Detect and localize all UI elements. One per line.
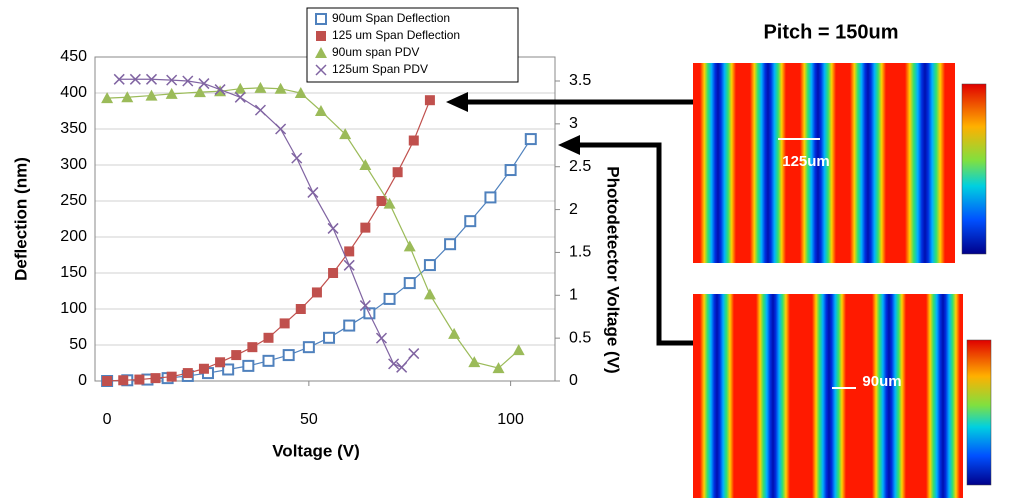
marker <box>118 375 128 385</box>
y-tick-label: 250 <box>60 192 87 209</box>
y-tick-label: 300 <box>60 156 87 173</box>
marker <box>316 31 326 41</box>
y2-tick-label: 2.5 <box>569 158 591 175</box>
marker <box>151 373 161 383</box>
y2-tick-label: 1.5 <box>569 244 591 261</box>
marker <box>296 304 306 314</box>
y2-tick-label: 3.5 <box>569 72 591 89</box>
marker <box>292 153 302 163</box>
marker <box>328 268 338 278</box>
marker <box>376 196 386 206</box>
y2-tick-label: 0.5 <box>569 329 591 346</box>
marker <box>344 246 354 256</box>
marker <box>324 333 334 343</box>
y-tick-label: 450 <box>60 48 87 65</box>
marker <box>134 375 144 385</box>
y2-tick-label: 1 <box>569 287 578 304</box>
marker <box>304 342 314 352</box>
y-tick-label: 200 <box>60 228 87 245</box>
marker <box>264 333 274 343</box>
marker <box>397 362 407 372</box>
x-tick-label: 50 <box>300 411 318 428</box>
marker <box>526 134 536 144</box>
y-tick-label: 0 <box>78 372 87 389</box>
legend-label: 125 um Span Deflection <box>332 28 460 42</box>
marker <box>231 350 241 360</box>
marker <box>344 260 354 270</box>
marker <box>409 349 419 359</box>
marker <box>199 364 209 374</box>
marker <box>404 240 416 251</box>
marker <box>247 342 257 352</box>
marker <box>405 278 415 288</box>
marker <box>316 14 326 24</box>
marker <box>385 294 395 304</box>
y-tick-label: 350 <box>60 120 87 137</box>
marker <box>513 344 525 355</box>
marker <box>312 287 322 297</box>
legend-entry: 90um Span Deflection <box>316 11 450 25</box>
marker <box>393 167 403 177</box>
marker <box>425 95 435 105</box>
marker <box>425 260 435 270</box>
images-title: Pitch = 150um <box>763 21 898 43</box>
y2-tick-label: 0 <box>569 372 578 389</box>
marker <box>328 223 338 233</box>
marker <box>235 92 245 102</box>
y2-axis-title: Photodetector Voltage (V) <box>604 166 623 373</box>
heatmap-125 <box>693 63 986 263</box>
marker <box>465 216 475 226</box>
marker <box>389 359 399 369</box>
y2-tick-label: 3 <box>569 115 578 132</box>
image-label: 90um <box>862 373 901 390</box>
x-tick-label: 0 <box>103 411 112 428</box>
y-tick-label: 50 <box>69 336 87 353</box>
marker <box>360 223 370 233</box>
y-tick-label: 100 <box>60 300 87 317</box>
marker <box>506 165 516 175</box>
marker <box>167 372 177 382</box>
plot: 05010015020025030035040045000.511.522.53… <box>60 48 591 428</box>
marker <box>254 82 266 93</box>
marker <box>308 187 318 197</box>
page: {"chart_data": {"type": "line", "x_label… <box>0 0 1016 498</box>
y-axis-title: Deflection (nm) <box>11 157 30 281</box>
marker <box>102 376 112 386</box>
marker <box>468 356 480 367</box>
marker <box>376 333 386 343</box>
legend-label: 90um span PDV <box>332 45 419 59</box>
figure: 05010015020025030035040045000.511.522.53… <box>0 0 1016 498</box>
legend-label: 125um Span PDV <box>332 62 428 76</box>
y2-tick-label: 2 <box>569 201 578 218</box>
marker <box>485 192 495 202</box>
marker <box>424 288 436 299</box>
series-line <box>107 88 519 368</box>
y-tick-label: 400 <box>60 84 87 101</box>
x-axis-title: Voltage (V) <box>272 441 360 460</box>
marker <box>264 356 274 366</box>
legend-entry: 125um Span PDV <box>316 62 428 76</box>
marker <box>448 328 460 339</box>
y-tick-label: 150 <box>60 264 87 281</box>
marker <box>409 136 419 146</box>
marker <box>284 350 294 360</box>
image-label: 125um <box>782 153 830 170</box>
marker <box>445 239 455 249</box>
marker <box>344 321 354 331</box>
legend-entry: 125 um Span Deflection <box>316 28 460 42</box>
heatmap-90 <box>693 294 991 498</box>
marker <box>255 105 265 115</box>
x-tick-label: 100 <box>497 411 524 428</box>
marker <box>215 357 225 367</box>
marker <box>243 361 253 371</box>
marker <box>280 318 290 328</box>
marker <box>183 368 193 378</box>
legend-label: 90um Span Deflection <box>332 11 450 25</box>
